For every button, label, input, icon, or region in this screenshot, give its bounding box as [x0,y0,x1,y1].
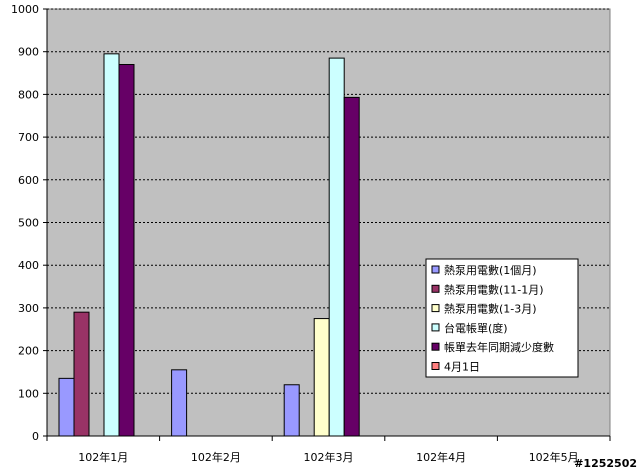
watermark-text: #1252502 [574,457,637,470]
legend-swatch [431,265,440,274]
x-tick-label: 102年4月 [416,450,466,464]
x-tick-label: 102年1月 [78,450,128,464]
y-axis-ticks: 0 100 200 300 400 500 600 700 800 900 1000 [11,3,47,443]
legend-label: 4月1日 [444,361,480,374]
y-tick-label: 100 [18,387,39,400]
bar [171,369,188,437]
bars [58,53,360,437]
y-tick-label: 300 [18,302,39,315]
y-tick-label: 0 [32,430,39,443]
legend: 熱泵用電數(1個月) 熱泵用電數(11-1月) 熱泵用電數(1-3月) 台電帳單(度)… [425,258,579,378]
legend-label: 熱泵用電數(1個月) [444,264,537,277]
legend-swatch [431,342,440,351]
bar [313,318,330,437]
legend-swatch [431,284,440,293]
legend-box [425,258,579,378]
x-tick-label: 102年5月 [529,450,579,464]
y-tick-label: 600 [18,174,39,187]
legend-label: 熱泵用電數(1-3月) [444,303,537,316]
legend-label: 台電帳單(度) [444,321,508,335]
y-tick-label: 400 [18,259,39,272]
x-tick-label: 102年3月 [304,450,354,464]
y-tick-label: 900 [18,46,39,59]
legend-label: 熱泵用電數(11-1月) [444,283,544,296]
legend-swatch [431,323,440,332]
bar [343,96,360,437]
bar [328,57,345,437]
bar [103,53,120,437]
legend-swatch [431,362,440,370]
x-tick-label: 102年2月 [191,450,241,464]
grid-lines [47,8,610,394]
bar [283,384,300,437]
bar [118,64,135,437]
y-tick-label: 1000 [11,3,39,16]
bar [58,377,75,437]
legend-swatch [431,304,440,313]
bar [73,311,90,437]
y-tick-label: 200 [18,345,39,358]
y-tick-label: 800 [18,88,39,101]
x-axis-ticks: 102年1月 102年2月 102年3月 102年4月 102年5月 [46,436,611,464]
legend-label: 帳單去年同期減少度數 [444,340,554,354]
y-tick-label: 700 [18,131,39,144]
y-tick-label: 500 [18,217,39,230]
